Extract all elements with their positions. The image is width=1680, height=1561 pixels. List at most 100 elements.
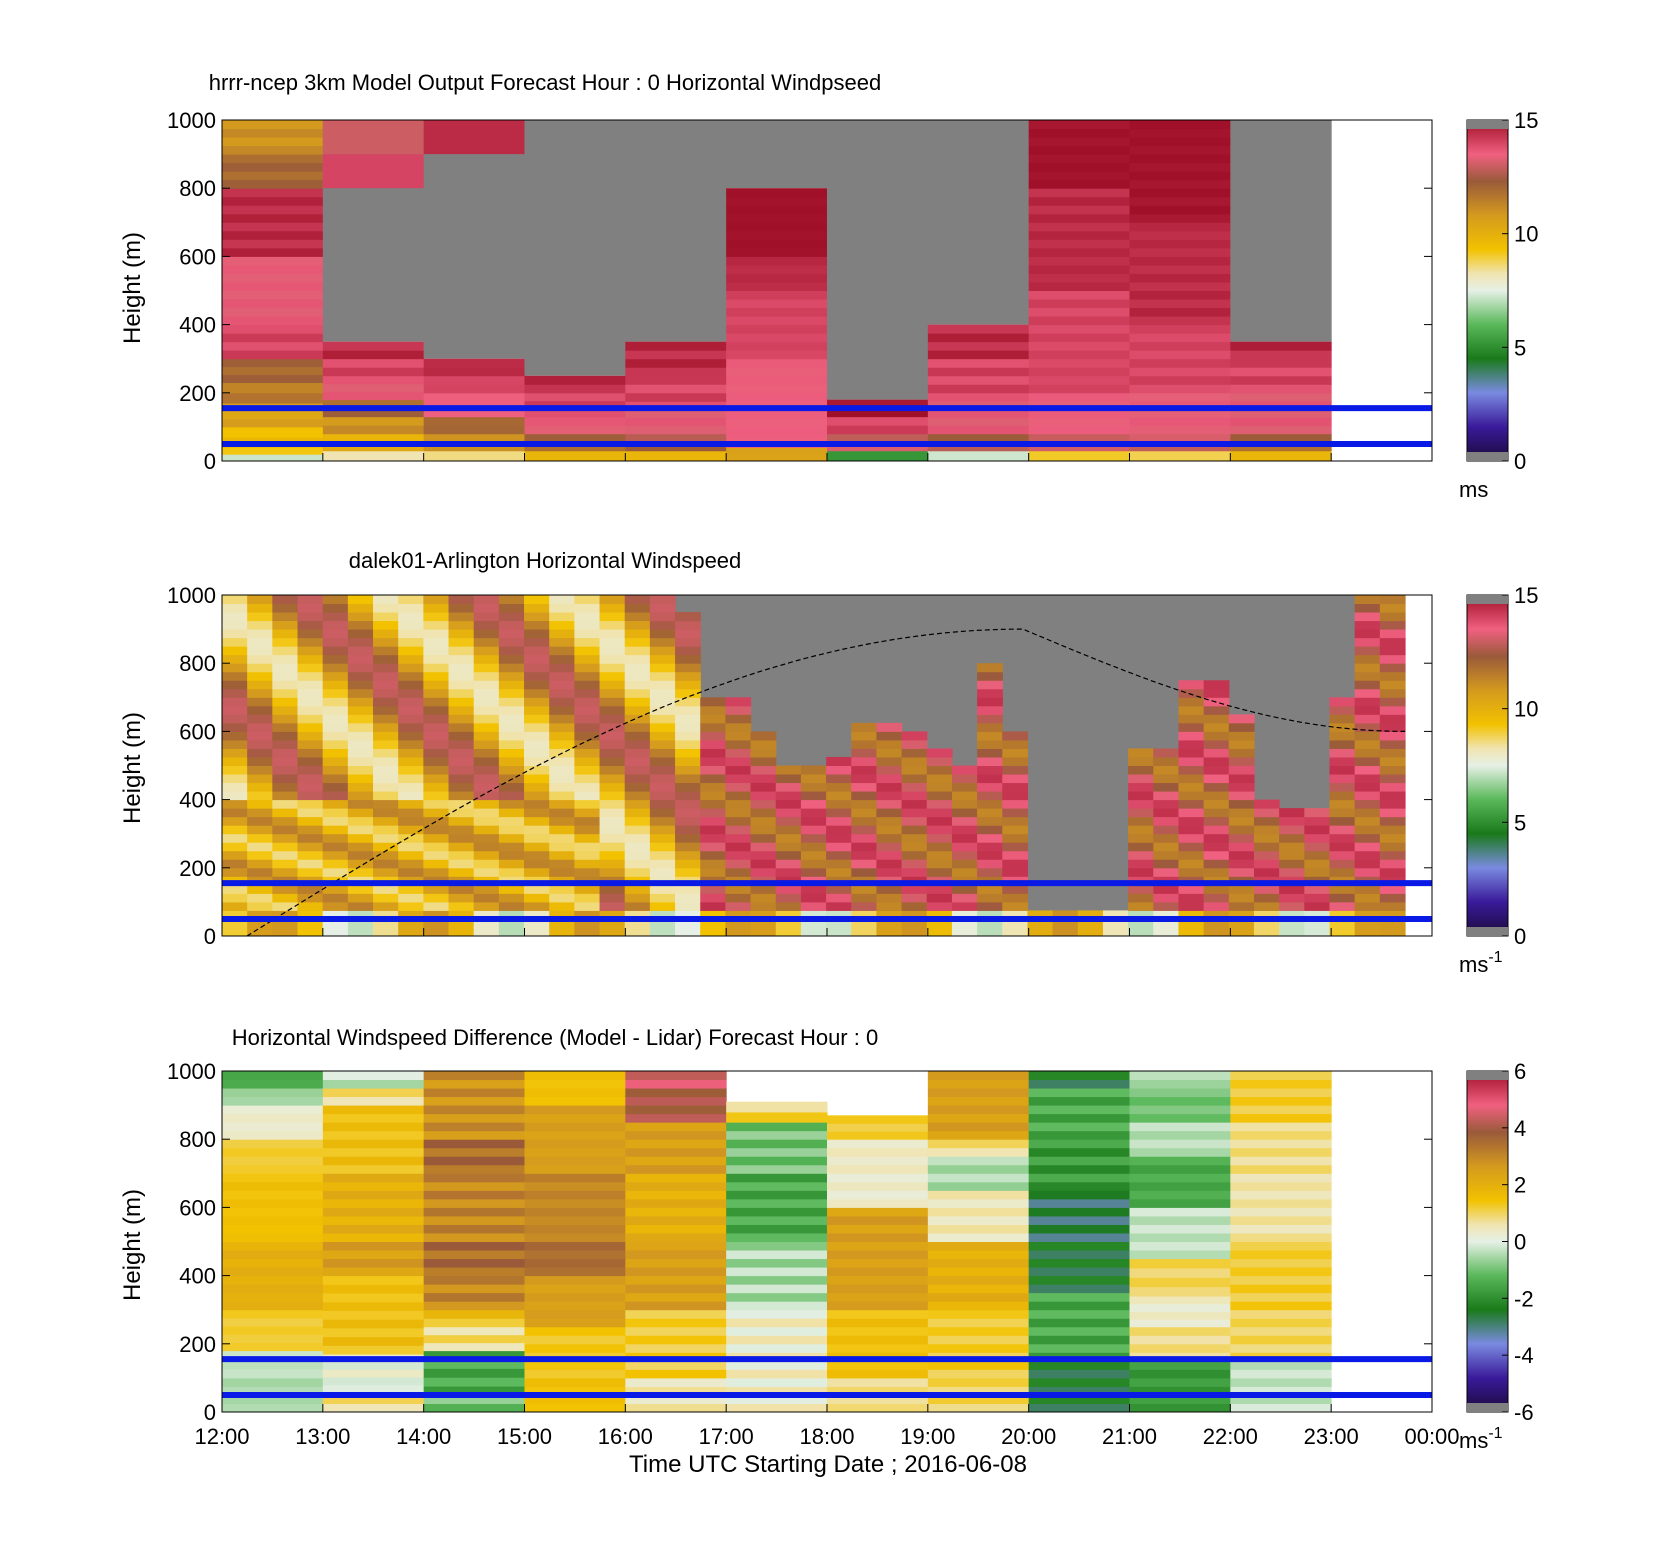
heatmap-cell (297, 620, 324, 630)
heatmap-cell (625, 425, 727, 435)
heatmap-cell (574, 893, 601, 903)
heatmap-cell (398, 782, 424, 792)
heatmap-cell (1279, 833, 1305, 843)
x-tick-label: 23:00 (1304, 1424, 1359, 1449)
heatmap-cell (549, 654, 575, 664)
heatmap-cell (625, 1403, 727, 1413)
heatmap-cell (851, 867, 878, 877)
heatmap-cell (599, 893, 626, 903)
heatmap-cell (1230, 1258, 1332, 1268)
heatmap-cell (1354, 756, 1381, 766)
heatmap-cell (700, 782, 727, 792)
heatmap-cell (423, 1241, 525, 1251)
heatmap-cell (272, 612, 299, 622)
heatmap-cell (347, 620, 374, 630)
heatmap-cell (750, 774, 777, 784)
heatmap-cell (700, 893, 727, 903)
heatmap-cell (498, 705, 525, 715)
heatmap-cell (1129, 384, 1231, 394)
heatmap-cell (1002, 731, 1029, 741)
heatmap-cell (524, 1122, 626, 1132)
heatmap-cell (1228, 714, 1255, 724)
heatmap-cell (347, 756, 374, 766)
heatmap-cell (222, 646, 248, 656)
heatmap-cell (222, 1156, 324, 1166)
heatmap-cell (624, 765, 651, 775)
heatmap-cell (977, 825, 1003, 835)
heatmap-cell (423, 620, 450, 630)
heatmap-cell (524, 671, 550, 681)
heatmap-cell (927, 358, 1030, 368)
x-tick-label: 00:00 (1404, 1424, 1459, 1449)
heatmap-cell (398, 884, 424, 894)
heatmap-cell (272, 739, 299, 749)
heatmap-cell (272, 867, 299, 877)
heatmap-cell (827, 1147, 929, 1157)
heatmap-cell (373, 910, 399, 920)
heatmap-cell (1230, 1190, 1332, 1200)
heatmap-cell (926, 791, 953, 801)
heatmap-cell (347, 629, 374, 639)
heatmap-cell (827, 1258, 929, 1268)
heatmap-cell (726, 1326, 828, 1336)
heatmap-cell (1279, 850, 1305, 860)
heatmap-cell (222, 782, 248, 792)
heatmap-cell (726, 324, 828, 334)
heatmap-cell (1129, 145, 1231, 155)
heatmap-cell (901, 850, 928, 860)
heatmap-cell (649, 859, 676, 869)
heatmap-cell (1028, 222, 1130, 232)
heatmap-cell (473, 893, 500, 903)
y-tick-label: 800 (179, 651, 216, 676)
heatmap-cell (927, 1105, 1030, 1115)
heatmap-cell (297, 765, 324, 775)
heatmap-cell (373, 705, 399, 715)
heatmap-cell (1028, 1173, 1130, 1183)
heatmap-cell (901, 808, 928, 818)
heatmap-cell (1153, 901, 1180, 911)
heatmap-cell (423, 739, 450, 749)
colorbar-unit: ms (1459, 477, 1488, 502)
heatmap-cell (725, 748, 752, 758)
heatmap-cell (1203, 731, 1230, 741)
heatmap-cell (398, 714, 424, 724)
heatmap-cell (827, 1318, 929, 1328)
heatmap-cell (827, 1224, 929, 1234)
heatmap-cell (574, 705, 601, 715)
heatmap-cell (649, 927, 676, 937)
heatmap-cell (599, 859, 626, 869)
heatmap-cell (1354, 697, 1381, 707)
heatmap-cell (1178, 910, 1205, 920)
heatmap-cell (1153, 799, 1180, 809)
heatmap-cell (498, 850, 525, 860)
heatmap-cell (901, 756, 928, 766)
heatmap-cell (851, 825, 878, 835)
heatmap-cell (827, 1139, 929, 1149)
heatmap-cell (398, 867, 424, 877)
heatmap-cell (726, 222, 828, 232)
heatmap-cell (624, 663, 651, 673)
heatmap-cell (726, 1284, 828, 1294)
heatmap-cell (826, 842, 852, 852)
heatmap-cell (448, 637, 475, 647)
heatmap-cell (322, 1215, 425, 1225)
heatmap-cell (322, 859, 349, 869)
heatmap-cell (222, 247, 324, 257)
heatmap-cell (1129, 1122, 1231, 1132)
heatmap-cell (1203, 927, 1230, 937)
heatmap-cell (373, 731, 399, 741)
heatmap-cell (222, 765, 248, 775)
heatmap-cell (222, 654, 248, 664)
heatmap-cell (1178, 850, 1205, 860)
heatmap-cell (1354, 620, 1381, 630)
heatmap-cell (826, 799, 852, 809)
heatmap-cell (1178, 722, 1205, 732)
heatmap-cell (675, 688, 701, 698)
heatmap-cell (222, 842, 248, 852)
heatmap-cell (1329, 893, 1356, 903)
heatmap-cell (624, 842, 651, 852)
heatmap-cell (851, 739, 878, 749)
heatmap-cell (1028, 154, 1130, 164)
heatmap-cell (1329, 722, 1356, 732)
heatmap-cell (750, 765, 777, 775)
